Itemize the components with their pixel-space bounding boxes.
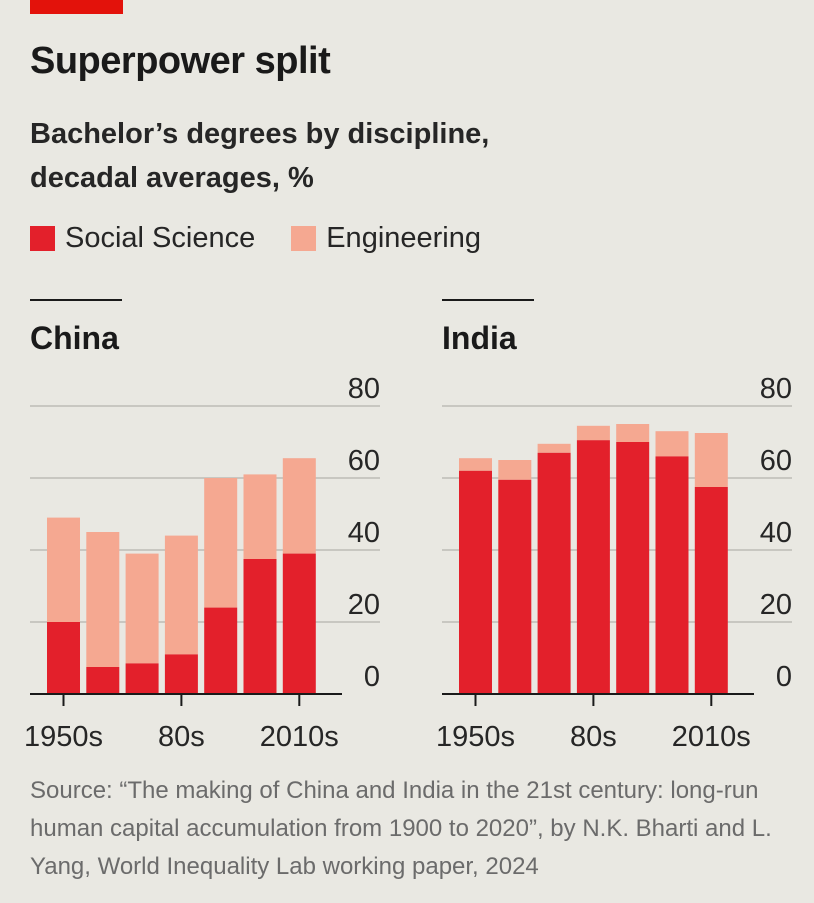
india-bar-social-science-2010s bbox=[694, 487, 728, 694]
subtitle-line-1: Bachelor’s degrees by discipline, bbox=[30, 118, 490, 150]
chart-title: Superpower split bbox=[30, 40, 331, 82]
india-bar-social-science-2000s bbox=[655, 456, 689, 694]
india-ytick-label-60: 60 bbox=[760, 445, 792, 477]
india-ytick-label-0: 0 bbox=[776, 661, 792, 693]
china-xtick-label-2: 2010s bbox=[260, 721, 339, 753]
china-bar-social-science-1980s bbox=[164, 654, 198, 694]
chart-subtitle: Bachelor’s degrees by discipline, decada… bbox=[30, 112, 489, 200]
china-xtick-label-0: 1950s bbox=[24, 721, 103, 753]
legend-swatch-social-science bbox=[30, 226, 55, 251]
legend-label-engineering: Engineering bbox=[326, 222, 482, 254]
china-ytick-label-80: 80 bbox=[348, 373, 380, 405]
china-panel-title: China bbox=[30, 320, 119, 356]
india-bar-social-science-1990s bbox=[616, 442, 650, 694]
india-xtick-label-2: 2010s bbox=[672, 721, 751, 753]
source-note: Source: “The making of China and India i… bbox=[30, 777, 772, 880]
legend-swatch-engineering bbox=[291, 226, 317, 251]
legend-label-social-science: Social Science bbox=[65, 222, 256, 254]
india-bar-engineering-2000s bbox=[655, 431, 689, 457]
india-ytick-label-40: 40 bbox=[760, 517, 792, 549]
china-ytick-label-60: 60 bbox=[348, 445, 380, 477]
india-ytick-label-20: 20 bbox=[760, 589, 792, 621]
china-bar-social-science-2010s bbox=[282, 553, 316, 694]
india-ytick-label-80: 80 bbox=[760, 373, 792, 405]
china-bar-engineering-1990s bbox=[204, 478, 238, 608]
india-panel-title: India bbox=[442, 320, 517, 356]
china-ytick-label-20: 20 bbox=[348, 589, 380, 621]
china-bar-social-science-1970s bbox=[125, 663, 159, 694]
india-bar-social-science-1950s bbox=[459, 470, 492, 694]
subtitle-line-2: decadal averages, % bbox=[30, 162, 314, 194]
china-bar-social-science-1990s bbox=[204, 607, 238, 694]
china-ytick-label-0: 0 bbox=[364, 661, 380, 693]
india-bar-engineering-1960s bbox=[498, 460, 532, 480]
legend: Social Science Engineering bbox=[30, 222, 517, 255]
legend-item-social-science: Social Science bbox=[30, 222, 255, 255]
china-bar-social-science-1960s bbox=[86, 667, 120, 694]
china-panel-rule bbox=[30, 299, 122, 301]
india-bar-social-science-1960s bbox=[498, 479, 532, 694]
india-bar-engineering-1950s bbox=[459, 458, 492, 471]
accent-bar bbox=[30, 0, 123, 14]
china-bar-engineering-1970s bbox=[125, 553, 159, 664]
china-bar-engineering-1960s bbox=[86, 532, 120, 667]
china-bar-social-science-1950s bbox=[47, 622, 80, 694]
china-bar-engineering-1980s bbox=[164, 535, 198, 655]
india-bar-social-science-1970s bbox=[537, 452, 571, 694]
china-bar-engineering-1950s bbox=[47, 517, 80, 622]
charts-svg: 0 20 40 60 80 1950s 80s 2010s 0 20 40 60 80 1950s 80s 2… bbox=[24, 373, 792, 753]
india-bar-social-science-1980s bbox=[576, 440, 610, 694]
india-panel-rule bbox=[442, 299, 534, 301]
china-ytick-label-40: 40 bbox=[348, 517, 380, 549]
india-bar-engineering-1980s bbox=[576, 425, 610, 441]
india-bar-engineering-1990s bbox=[616, 424, 650, 442]
china-xtick-label-1: 80s bbox=[158, 721, 205, 753]
legend-item-engineering: Engineering bbox=[291, 222, 481, 255]
india-xtick-label-0: 1950s bbox=[436, 721, 515, 753]
india-xtick-label-1: 80s bbox=[570, 721, 617, 753]
china-bar-engineering-2000s bbox=[243, 474, 277, 559]
china-bar-engineering-2010s bbox=[282, 458, 316, 554]
india-bar-engineering-1970s bbox=[537, 443, 571, 453]
india-bar-engineering-2010s bbox=[694, 433, 728, 487]
china-bar-social-science-2000s bbox=[243, 559, 277, 694]
